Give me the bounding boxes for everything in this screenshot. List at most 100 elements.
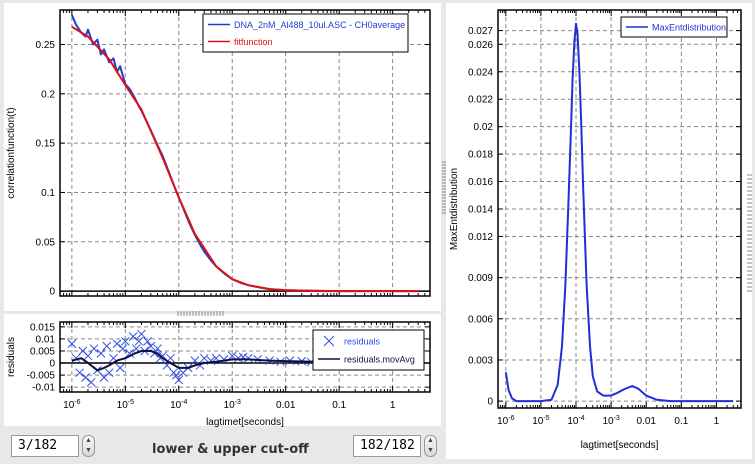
residual-point-stroke <box>78 346 88 356</box>
x-tick-label: 0.01 <box>637 416 657 427</box>
residual-point <box>89 344 99 353</box>
residual-point <box>153 344 162 353</box>
legend-label: DNA_2nM_Al488_10ul.ASC - CH0average <box>234 20 405 30</box>
residual-point <box>128 332 138 341</box>
legend-box <box>312 329 425 371</box>
legend-label: residuals.movAvg <box>344 355 415 365</box>
y-tick-label: 0.016 <box>468 177 493 188</box>
y-tick-label: 0.018 <box>468 150 493 161</box>
residual-point-stroke <box>146 341 156 351</box>
residual-point <box>174 375 184 385</box>
x-tick-label: 10-5 <box>532 415 549 427</box>
x-tick-label: 10-6 <box>63 399 80 411</box>
residual-point-stroke <box>120 336 130 346</box>
residual-point-stroke <box>174 375 184 385</box>
y-tick-label: 0.02 <box>474 122 494 133</box>
y-tick-label: 0.015 <box>30 322 55 333</box>
series-line <box>71 350 419 372</box>
y-tick-label: 0.012 <box>468 232 493 243</box>
residual-point-stroke <box>227 351 237 361</box>
x-tick-label: 0.1 <box>674 416 688 427</box>
x-tick-label: 10-3 <box>602 415 619 427</box>
y-axis-label: residuals <box>6 337 17 377</box>
y-tick-label: 0.024 <box>468 67 493 78</box>
residual-point <box>112 339 122 349</box>
residual-point <box>120 336 130 346</box>
residual-point-stroke <box>128 332 138 341</box>
residual-point-stroke <box>171 370 181 380</box>
y-tick-label: 0.022 <box>468 95 493 106</box>
cutoff-label: lower & upper cut-off <box>152 442 309 457</box>
legend-label: residuals <box>344 337 381 347</box>
lower-cutoff-stepper[interactable]: ▲ ▼ <box>82 435 95 457</box>
plot-frame <box>59 321 431 393</box>
residual-point-stroke <box>89 344 99 353</box>
residual-point <box>158 351 168 361</box>
stepper-down-icon[interactable]: ▼ <box>427 447 434 454</box>
x-axis-label: lagtimet[seconds] <box>581 440 659 451</box>
residual-point-stroke <box>102 341 112 351</box>
correlation-panel <box>4 3 441 311</box>
residual-point <box>125 349 134 358</box>
residual-point <box>86 377 96 387</box>
y-tick-label: 0.1 <box>41 188 55 199</box>
x-tick-label: 10-5 <box>117 399 134 411</box>
lower-cutoff-field[interactable]: 3/182 <box>11 435 79 457</box>
y-tick-label: 0.05 <box>36 237 56 248</box>
residual-point-stroke <box>81 373 90 382</box>
y-tick-label: 0.026 <box>468 40 493 51</box>
upper-cutoff-field[interactable]: 182/182 <box>353 435 421 457</box>
residual-point-stroke <box>143 336 152 346</box>
residual-point <box>115 363 125 373</box>
residual-point <box>118 344 128 353</box>
y-tick-label: 0.15 <box>36 139 56 150</box>
residual-point-stroke <box>125 349 134 358</box>
residual-point-stroke <box>86 377 96 387</box>
residual-point-stroke <box>158 351 168 361</box>
residual-point <box>199 353 209 363</box>
residual-point-stroke <box>115 363 125 373</box>
y-axis-label: correlationfunction(t) <box>6 107 17 198</box>
residual-point <box>67 339 77 349</box>
x-tick-label: 10-4 <box>567 415 584 427</box>
x-tick-label: 0.1 <box>332 400 346 411</box>
y-tick-label: 0.005 <box>30 346 55 357</box>
residual-point <box>134 336 144 346</box>
residual-point <box>83 351 93 361</box>
x-tick-label: 10-6 <box>497 415 514 427</box>
residual-point-stroke <box>134 336 144 346</box>
stepper-down-icon[interactable]: ▼ <box>85 447 92 454</box>
upper-cutoff-stepper[interactable]: ▲ ▼ <box>424 435 437 457</box>
y-tick-label: 0.009 <box>468 273 493 284</box>
residual-point-stroke <box>131 344 141 353</box>
y-tick-label: 0.25 <box>36 40 56 51</box>
y-tick-label: 0.006 <box>468 314 493 325</box>
y-tick-label: -0.005 <box>27 371 56 382</box>
residual-point-stroke <box>211 353 221 363</box>
x-tick-label: 10-4 <box>170 399 187 411</box>
x-tick-label: 1 <box>714 416 720 427</box>
legend-label: MaxEntdistribution <box>652 23 726 33</box>
y-tick-label: 0.014 <box>468 205 493 216</box>
residual-point-stroke <box>109 353 118 363</box>
stepper-up-icon[interactable]: ▲ <box>85 437 92 444</box>
residual-point <box>171 370 181 380</box>
residual-point <box>219 355 229 364</box>
residual-point <box>104 368 114 378</box>
series-line <box>504 22 734 403</box>
residual-point-stroke <box>104 368 114 378</box>
residual-point <box>75 368 85 378</box>
residual-point-stroke <box>96 349 106 358</box>
residual-point <box>146 341 156 351</box>
y-tick-label: 0.027 <box>468 26 493 37</box>
residual-point <box>96 349 106 358</box>
y-tick-label: 0 <box>487 397 493 408</box>
y-tick-label: 0.01 <box>36 334 56 345</box>
residual-point-stroke <box>219 355 229 364</box>
x-axis-label: lagtimet[seconds] <box>206 417 284 428</box>
residual-point-stroke <box>153 344 162 353</box>
residual-point-stroke <box>199 353 209 363</box>
stepper-up-icon[interactable]: ▲ <box>427 437 434 444</box>
residual-point-stroke <box>190 356 200 365</box>
